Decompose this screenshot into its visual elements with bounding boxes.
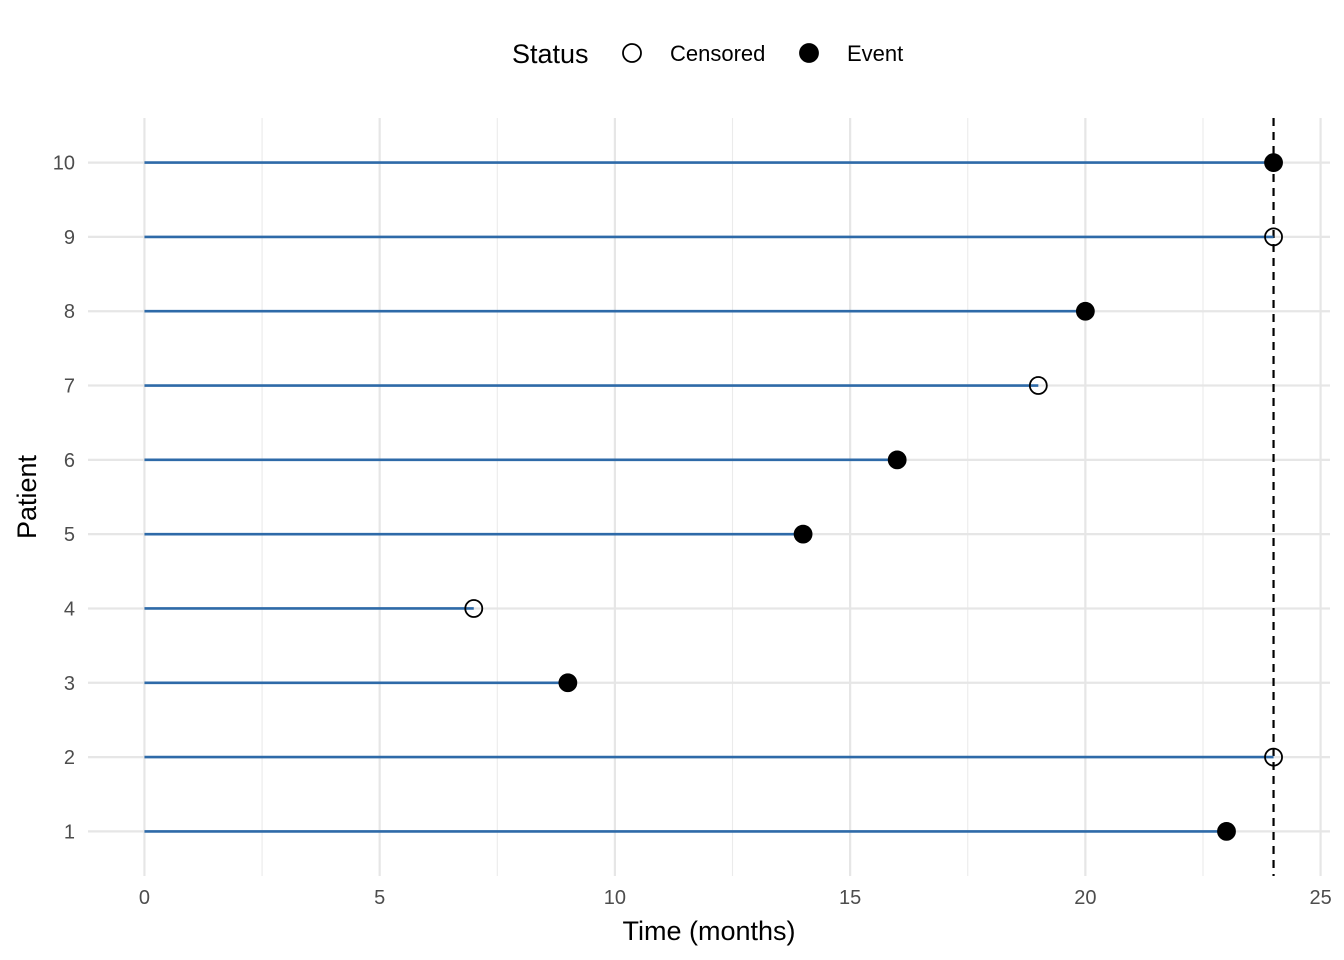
event-marker-8 [1075,301,1095,321]
y-tick-label: 2 [64,747,75,769]
legend-label-censored: Censored [670,41,765,66]
censored-marker-9 [1264,227,1283,247]
grid [88,118,1330,876]
event-marker-3 [558,673,578,693]
event-marker-5 [793,524,813,544]
legend-event-marker [799,43,819,63]
chart-marks [144,118,1283,876]
censored-marker-7 [1028,376,1048,395]
legend: Status Censored Event [512,39,903,69]
legend-censored-marker [622,43,642,63]
x-tick-label: 25 [1309,887,1331,909]
legend-title: Status [512,39,589,69]
y-tick-label: 8 [64,301,75,323]
x-axis-title: Time (months) [622,916,795,946]
y-tick-label: 4 [64,598,75,620]
y-axis-title: Patient [12,454,42,539]
y-tick-label: 5 [64,524,75,546]
event-marker-6 [887,450,907,470]
y-tick-label: 7 [64,376,75,398]
x-tick-label: 15 [839,887,861,909]
y-tick-label: 6 [64,450,75,472]
legend-label-event: Event [847,41,903,66]
y-tick-label: 9 [64,227,75,249]
censored-marker-2 [1264,747,1283,767]
x-tick-label: 10 [604,887,626,909]
x-tick-label: 20 [1074,887,1096,909]
y-tick-label: 10 [53,153,75,175]
event-marker-10 [1264,153,1283,172]
censored-marker-4 [464,599,484,618]
y-tick-label: 1 [64,821,75,843]
x-tick-label: 5 [374,887,385,909]
x-tick-label: 0 [139,887,150,909]
axis-ticks: 0 5 10 15 20 25 1 2 3 4 5 6 7 8 9 10 [53,153,1332,909]
y-tick-label: 3 [64,673,75,695]
event-marker-1 [1217,822,1236,841]
